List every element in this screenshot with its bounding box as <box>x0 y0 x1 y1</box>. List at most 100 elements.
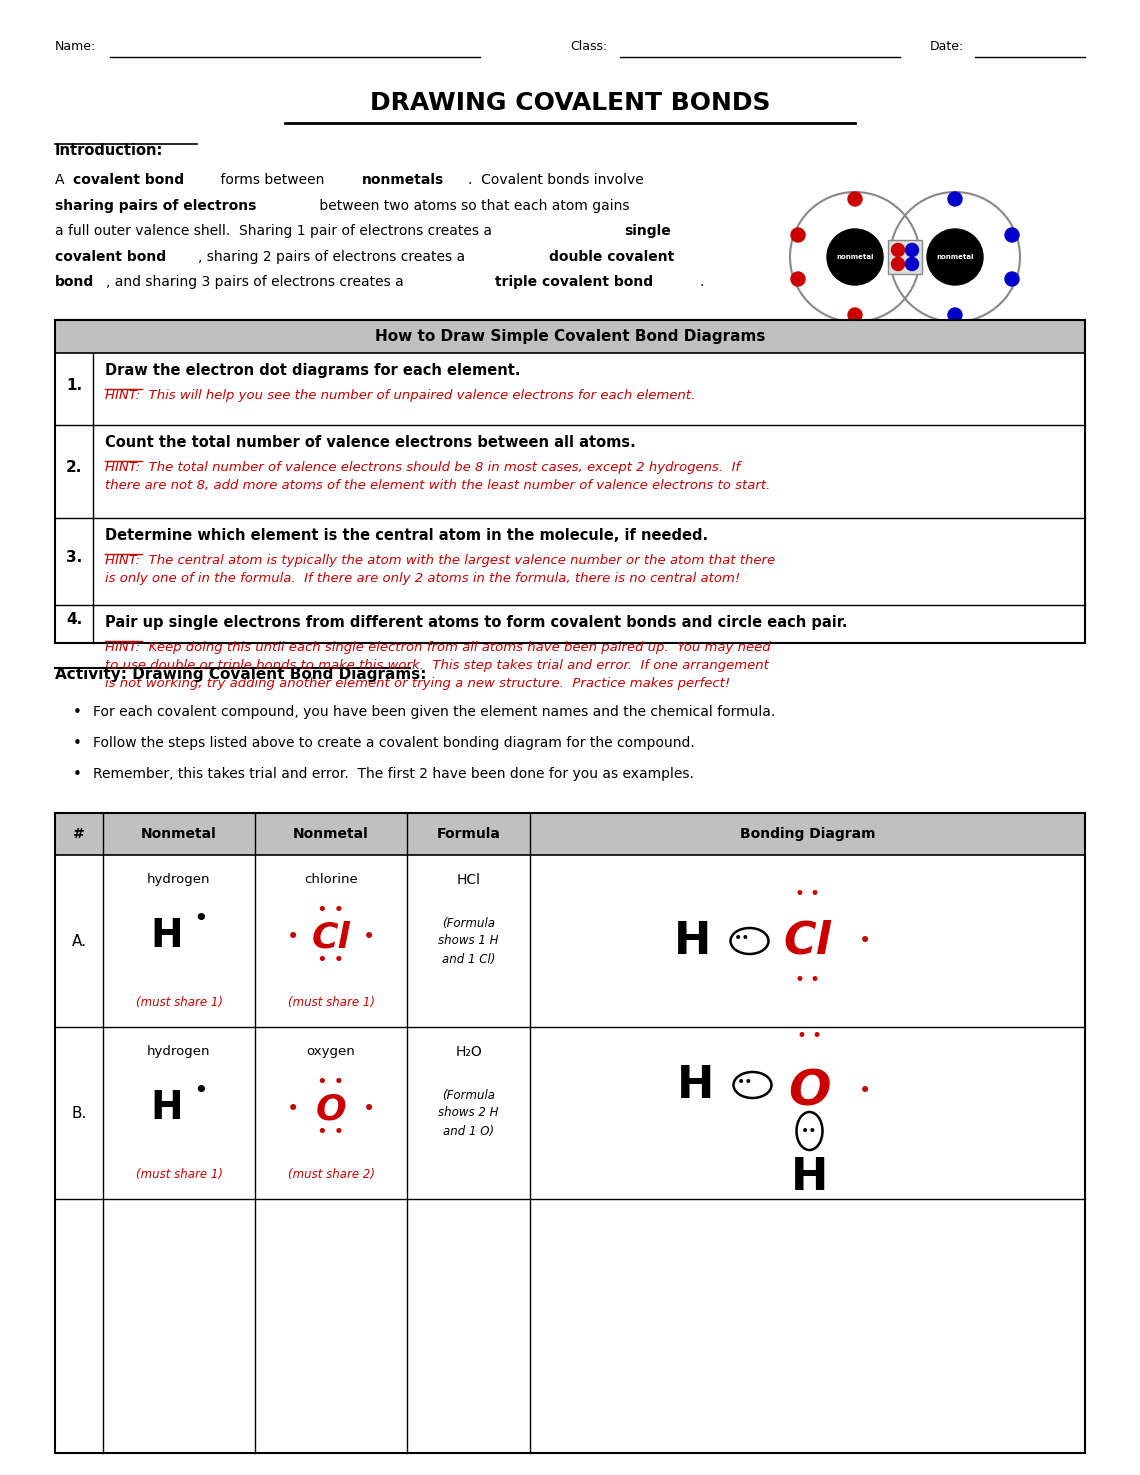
Text: 3.: 3. <box>66 550 82 565</box>
Text: •: • <box>194 907 209 931</box>
Text: , sharing 2 pairs of electrons creates a: , sharing 2 pairs of electrons creates a <box>198 249 470 264</box>
Text: Nonmetal: Nonmetal <box>141 827 217 841</box>
Text: .  Covalent bonds involve: . Covalent bonds involve <box>467 173 644 187</box>
Text: •: • <box>860 1081 872 1100</box>
Circle shape <box>891 243 904 257</box>
Text: HINT:  The total number of valence electrons should be 8 in most cases, except 2: HINT: The total number of valence electr… <box>105 462 771 493</box>
Text: •: • <box>73 767 82 782</box>
Text: •: • <box>194 1080 209 1103</box>
Text: chlorine: chlorine <box>304 873 358 886</box>
Text: H: H <box>674 919 711 963</box>
Bar <box>55 320 1085 643</box>
Text: Pair up single electrons from different atoms to form covalent bonds and circle : Pair up single electrons from different … <box>105 615 847 630</box>
Text: between two atoms so that each atom gains: between two atoms so that each atom gain… <box>315 199 629 212</box>
Text: Follow the steps listed above to create a covalent bonding diagram for the compo: Follow the steps listed above to create … <box>93 736 694 749</box>
Circle shape <box>848 192 862 206</box>
Text: (must share 1): (must share 1) <box>136 996 222 1009</box>
Text: HCl: HCl <box>456 873 480 886</box>
Bar <box>888 240 922 274</box>
Text: •: • <box>363 926 375 947</box>
Text: (must share 1): (must share 1) <box>287 996 375 1009</box>
Text: (Formula
shows 2 H
and 1 O): (Formula shows 2 H and 1 O) <box>438 1089 499 1137</box>
Text: • •: • • <box>317 901 344 919</box>
Circle shape <box>948 192 962 206</box>
Circle shape <box>905 243 919 257</box>
Text: ••: •• <box>738 1075 754 1089</box>
Text: •: • <box>860 931 872 951</box>
Text: •: • <box>287 926 299 947</box>
Text: 1.: 1. <box>66 378 82 392</box>
Text: (Formula
shows 1 H
and 1 Cl): (Formula shows 1 H and 1 Cl) <box>438 916 499 966</box>
Text: nonmetal: nonmetal <box>936 254 974 260</box>
Text: • •: • • <box>795 971 820 990</box>
Text: Date:: Date: <box>930 40 964 53</box>
Text: ••: •• <box>801 1124 817 1139</box>
Text: nonmetal: nonmetal <box>837 254 873 260</box>
Circle shape <box>948 308 962 322</box>
Text: hydrogen: hydrogen <box>147 1044 211 1058</box>
Text: H: H <box>150 1089 184 1127</box>
Text: 2.: 2. <box>66 460 82 475</box>
Text: covalent bond: covalent bond <box>55 249 166 264</box>
Text: #: # <box>73 827 84 841</box>
Text: Cl: Cl <box>311 920 350 954</box>
Text: H₂O: H₂O <box>455 1044 482 1059</box>
Bar <box>55 320 1085 353</box>
Text: •: • <box>363 1099 375 1120</box>
Text: • •: • • <box>317 1122 344 1142</box>
Text: Remember, this takes trial and error.  The first 2 have been done for you as exa: Remember, this takes trial and error. Th… <box>93 767 694 780</box>
Text: • •: • • <box>795 885 820 903</box>
Circle shape <box>791 271 805 286</box>
Text: triple covalent bond: triple covalent bond <box>496 274 653 289</box>
Circle shape <box>905 258 919 270</box>
Text: covalent bond: covalent bond <box>73 173 184 187</box>
Text: H: H <box>150 917 184 954</box>
Text: Determine which element is the central atom in the molecule, if needed.: Determine which element is the central a… <box>105 528 708 543</box>
Text: DRAWING COVALENT BONDS: DRAWING COVALENT BONDS <box>369 91 771 115</box>
Text: • •: • • <box>317 951 344 969</box>
Text: •: • <box>73 736 82 751</box>
Text: .: . <box>700 274 703 289</box>
Text: O: O <box>788 1066 831 1115</box>
Text: How to Draw Simple Covalent Bond Diagrams: How to Draw Simple Covalent Bond Diagram… <box>375 329 765 344</box>
Text: A: A <box>55 173 68 187</box>
Bar <box>55 813 1085 855</box>
Text: HINT:  The central atom is typically the atom with the largest valence number or: HINT: The central atom is typically the … <box>105 555 775 586</box>
Circle shape <box>826 229 884 285</box>
Text: HINT:  Keep doing this until each single electron from all atoms have been paire: HINT: Keep doing this until each single … <box>105 642 771 690</box>
Text: nonmetals: nonmetals <box>361 173 443 187</box>
Text: For each covalent compound, you have been given the element names and the chemic: For each covalent compound, you have bee… <box>93 705 775 718</box>
Text: O: O <box>316 1092 347 1125</box>
Text: single: single <box>625 224 671 237</box>
Text: Activity: Drawing Covalent Bond Diagrams:: Activity: Drawing Covalent Bond Diagrams… <box>55 667 426 681</box>
Text: ••: •• <box>734 931 751 945</box>
Text: Cl: Cl <box>783 919 831 963</box>
Circle shape <box>891 258 904 270</box>
Text: oxygen: oxygen <box>307 1044 356 1058</box>
Text: • •: • • <box>797 1027 822 1044</box>
Circle shape <box>1005 271 1019 286</box>
Circle shape <box>927 229 983 285</box>
Text: bond: bond <box>55 274 95 289</box>
Text: sharing pairs of electrons: sharing pairs of electrons <box>55 199 256 212</box>
Text: H: H <box>791 1156 828 1199</box>
Text: hydrogen: hydrogen <box>147 873 211 886</box>
Text: (must share 1): (must share 1) <box>136 1168 222 1181</box>
Text: forms between: forms between <box>217 173 329 187</box>
Text: double covalent: double covalent <box>548 249 674 264</box>
Text: • •: • • <box>317 1072 344 1092</box>
Text: Draw the electron dot diagrams for each element.: Draw the electron dot diagrams for each … <box>105 363 521 378</box>
Text: (must share 2): (must share 2) <box>287 1168 375 1181</box>
Text: •: • <box>73 705 82 720</box>
Circle shape <box>791 229 805 242</box>
Text: Introduction:: Introduction: <box>55 143 163 158</box>
Text: Name:: Name: <box>55 40 96 53</box>
Text: Class:: Class: <box>570 40 608 53</box>
Bar <box>55 813 1085 1453</box>
Text: Bonding Diagram: Bonding Diagram <box>740 827 876 841</box>
Text: , and sharing 3 pairs of electrons creates a: , and sharing 3 pairs of electrons creat… <box>106 274 408 289</box>
Text: Nonmetal: Nonmetal <box>293 827 369 841</box>
Circle shape <box>1005 229 1019 242</box>
Circle shape <box>848 308 862 322</box>
Text: HINT:  This will help you see the number of unpaired valence electrons for each : HINT: This will help you see the number … <box>105 389 695 403</box>
